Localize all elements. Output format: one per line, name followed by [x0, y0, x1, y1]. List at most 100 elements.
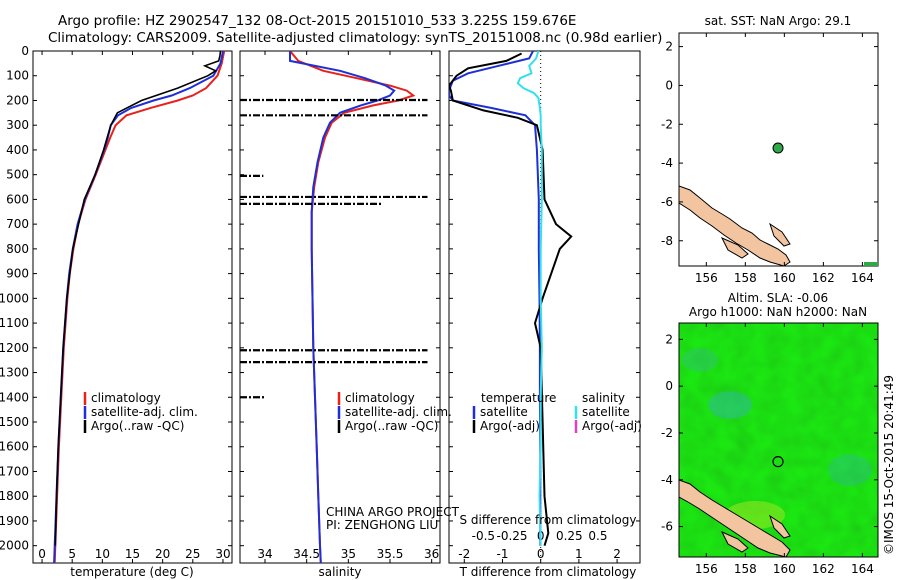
s-difference-satellite-line	[516, 51, 543, 546]
t-difference-x-tick-label: -2	[458, 547, 470, 561]
sla-map-coastline	[679, 479, 791, 557]
sla-map-island-1	[720, 530, 749, 553]
sla-map-axes: 156 158 160 162 164 2 0 -2 -4 -6	[661, 323, 878, 576]
salinity-x-axis: 34 34.5 35 35.5 36	[257, 51, 439, 563]
depth-tick-label: 1600	[0, 440, 29, 454]
depth-tick-label: 1700	[0, 464, 29, 478]
depth-tick-label: 500	[6, 168, 29, 182]
pi-credit: PI: ZENGHONG LIU	[326, 518, 438, 532]
sla-map-teal-patch-2	[682, 348, 718, 372]
temperature-argo-line	[54, 51, 222, 546]
temperature-x-tick-label: 10	[95, 547, 110, 561]
t-difference-x-tick-label: 0	[537, 547, 545, 561]
t-difference-x-tick-label: 2	[613, 547, 621, 561]
difference-series	[449, 51, 573, 563]
salinity-legend-climatology: climatology	[345, 391, 415, 405]
salinity-x-tick-label: 35	[341, 547, 356, 561]
depth-tick-label: 300	[6, 118, 29, 132]
map-lon-tick-label: 164	[851, 562, 874, 576]
depth-tick-label: 1000	[0, 291, 29, 305]
temperature-legend-argo: Argo(..raw -QC)	[91, 419, 184, 433]
salinity-x-tick-label: 36	[424, 547, 439, 561]
project-credit: CHINA ARGO PROJECT	[326, 505, 460, 519]
temperature-climatology-line	[53, 51, 226, 563]
sla-map-frame	[678, 322, 879, 558]
sla-map-field	[679, 323, 878, 557]
temperature-x-tick-label: 25	[185, 547, 200, 561]
depth-tick-label: 1100	[0, 316, 29, 330]
sst-map-island-1	[720, 236, 749, 259]
header-line-2: Climatology: CARS2009. Satellite-adjuste…	[48, 30, 662, 46]
depth-tick-label: 0	[21, 44, 29, 58]
t-difference-xlabel: T difference from climatology	[459, 565, 637, 579]
difference-legend: temperature salinity satellite Argo(-adj…	[472, 391, 642, 433]
map-lon-tick-label: 156	[695, 271, 718, 285]
temperature-x-tick-label: 15	[125, 547, 140, 561]
sla-float-marker	[772, 456, 784, 468]
salinity-x-tick-label: 35.5	[377, 547, 404, 561]
sst-map-green-patch	[864, 262, 878, 266]
temperature-legend-climatology: climatology	[91, 391, 161, 405]
difference-legend-temp-satellite: satellite	[480, 405, 528, 419]
salinity-series	[240, 51, 428, 563]
t-difference-argo-line	[449, 52, 573, 546]
temperature-x-tick-label: 5	[68, 547, 76, 561]
s-difference-tick-label: 0.25	[556, 529, 583, 543]
map-lon-tick-label: 162	[812, 271, 835, 285]
map-lon-tick-label: 158	[734, 271, 757, 285]
sst-map-axes: 156 158 160 162 164 2 0 -2 -4 -6 -8	[661, 33, 878, 285]
s-difference-tick-label: -0.5	[472, 529, 495, 543]
difference-legend-temp-argo: Argo(-adj)	[480, 419, 540, 433]
sst-float-marker	[772, 142, 784, 154]
sst-map-island-2	[769, 222, 791, 247]
temperature-x-tick-label: 30	[215, 547, 230, 561]
depth-tick-label: 800	[6, 242, 29, 256]
temperature-panel-frame	[32, 50, 233, 564]
temperature-legend: climatology satellite-adj. clim. Argo(..…	[83, 391, 198, 433]
map-lat-tick-label: 0	[665, 78, 673, 92]
map-lat-tick-label: -4	[661, 473, 673, 487]
map-lat-tick-label: 2	[665, 40, 673, 54]
t-difference-x-tick-label: -1	[496, 547, 508, 561]
depth-axis: 0 100 200 300 400 500 600 700 800 900 1000 1100 1200…	[0, 44, 640, 553]
map-lat-tick-label: 0	[665, 379, 673, 393]
map-lat-tick-label: -8	[661, 234, 673, 248]
map-lat-tick-label: -2	[661, 426, 673, 440]
temperature-legend-satellite: satellite-adj. clim.	[91, 405, 198, 419]
s-difference-tick-label: -0.25	[496, 529, 527, 543]
map-lat-tick-label: -6	[661, 195, 673, 209]
depth-tick-label: 1400	[0, 390, 29, 404]
sla-map-teal-patch-3	[828, 454, 872, 486]
depth-tick-label: 1200	[0, 341, 29, 355]
map-lon-tick-label: 160	[773, 271, 796, 285]
depth-tick-label: 900	[6, 267, 29, 281]
salinity-legend-satellite: satellite-adj. clim.	[345, 405, 452, 419]
sla-map-title-2: Argo h1000: NaN h2000: NaN	[689, 305, 867, 319]
salinity-legend: climatology satellite-adj. clim. Argo(..…	[337, 391, 452, 433]
header-line-1: Argo profile: HZ 2902547_132 08-Oct-2015…	[58, 13, 576, 29]
salinity-legend-argo: Argo(..raw -QC)	[345, 419, 438, 433]
difference-legend-salinity-head: salinity	[582, 391, 625, 405]
temperature-x-tick-label: 0	[38, 547, 46, 561]
s-difference-tick-label: 0.5	[588, 529, 607, 543]
salinity-x-tick-label: 34	[257, 547, 272, 561]
depth-tick-label: 100	[6, 69, 29, 83]
sla-map-title-1: Altim. SLA: -0.06	[728, 291, 828, 305]
sst-map-land	[679, 185, 878, 266]
temperature-series	[53, 51, 226, 563]
depth-tick-label: 200	[6, 93, 29, 107]
salinity-x-tick-label: 34.5	[293, 547, 320, 561]
salinity-satellite-line	[289, 51, 396, 563]
depth-tick-label: 1800	[0, 489, 29, 503]
sst-map-coastline	[679, 185, 791, 266]
depth-tick-label: 1900	[0, 514, 29, 528]
s-difference-xlabel: S difference from climatology	[460, 513, 637, 527]
depth-tick-label: 2000	[0, 539, 29, 553]
map-lon-tick-label: 160	[773, 562, 796, 576]
map-lon-tick-label: 158	[734, 562, 757, 576]
t-difference-satellite-line	[449, 51, 542, 546]
sst-map-title: sat. SST: NaN Argo: 29.1	[705, 14, 852, 28]
map-lat-tick-label: 2	[665, 332, 673, 346]
